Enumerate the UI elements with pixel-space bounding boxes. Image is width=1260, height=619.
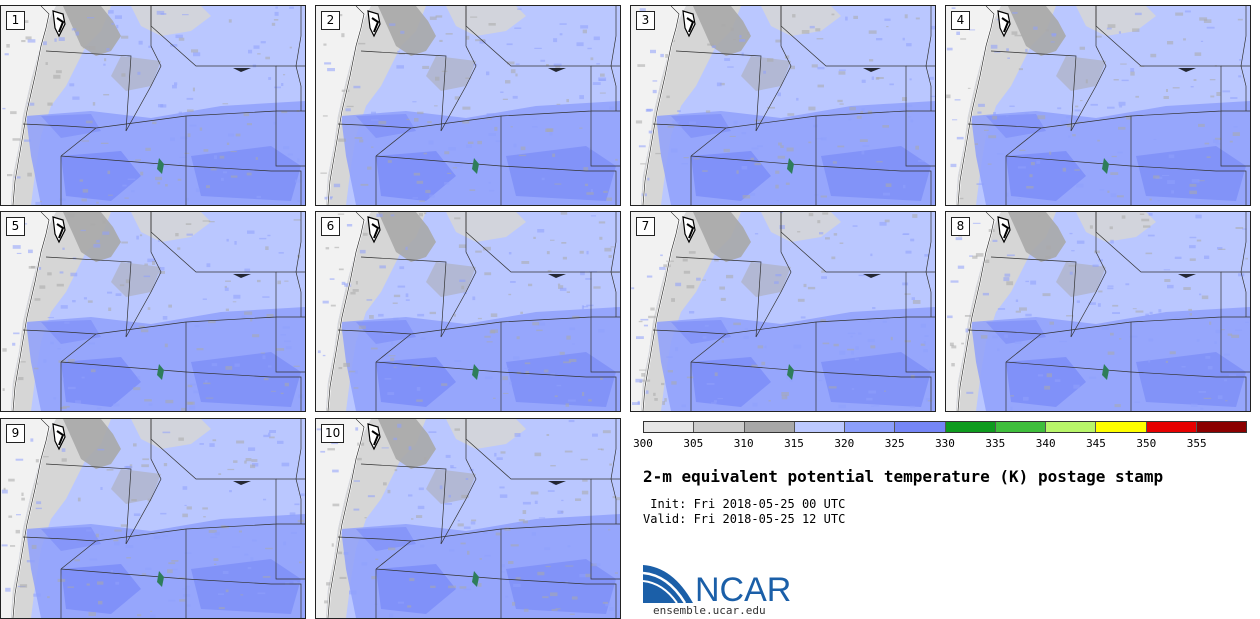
map-graphic (316, 419, 620, 618)
colorbar-segment-310 (744, 422, 795, 432)
logo-url: ensemble.ucar.edu (653, 604, 766, 617)
member-number: 6 (321, 217, 340, 236)
map-panel-9: 9 (0, 418, 306, 619)
map-panel-2: 2 (315, 5, 621, 206)
colorbar-tick: 340 (1035, 437, 1056, 450)
colorbar-segment-320 (845, 422, 896, 432)
colorbar-tick: 355 (1186, 437, 1207, 450)
map-panel-1: 1 (0, 5, 306, 206)
map-graphic (316, 6, 620, 205)
colorbar-tick: 320 (834, 437, 855, 450)
map-panel-5: 5 (0, 211, 306, 412)
colorbar-tick: 330 (935, 437, 955, 450)
map-panel-4: 4 (945, 5, 1251, 206)
colorbar-segment-305 (694, 422, 745, 432)
map-panel-8: 8 (945, 211, 1251, 412)
colorbar-tick: 310 (733, 437, 754, 450)
colorbar-tick: 315 (784, 437, 804, 450)
colorbar-segment-350 (1146, 422, 1197, 432)
member-number: 9 (6, 424, 25, 443)
member-number: 8 (951, 217, 970, 236)
colorbar-tick: 325 (884, 437, 905, 450)
colorbar-tick: 300 (633, 437, 653, 450)
map-graphic (1, 6, 305, 205)
colorbar-segment-315 (794, 422, 845, 432)
member-number: 1 (6, 11, 25, 30)
colorbar-tick: 345 (1086, 437, 1106, 450)
ncar-logo: NCAR (643, 565, 791, 605)
map-graphic (316, 212, 620, 411)
member-number: 7 (636, 217, 655, 236)
map-panel-10: 10 (315, 418, 621, 619)
colorbar-segment-355 (1196, 422, 1246, 432)
member-number: 10 (321, 424, 345, 443)
map-panel-6: 6 (315, 211, 621, 412)
colorbar-segment-340 (1046, 422, 1097, 432)
colorbar-segment-345 (1096, 422, 1147, 432)
map-graphic (946, 6, 1250, 205)
colorbar-segment-335 (995, 422, 1046, 432)
map-panel-3: 3 (630, 5, 936, 206)
colorbar-tick: 305 (683, 437, 704, 450)
member-number: 2 (321, 11, 340, 30)
map-graphic (946, 212, 1250, 411)
init-time: Init: Fri 2018-05-25 00 UTC (643, 497, 846, 511)
colorbar-tick: 335 (985, 437, 1006, 450)
figure-title: 2-m equivalent potential temperature (K)… (643, 467, 1164, 486)
logo-text: NCAR (695, 571, 791, 605)
member-number: 4 (951, 11, 970, 30)
colorbar (643, 421, 1247, 433)
map-graphic (631, 212, 935, 411)
member-number: 5 (6, 217, 25, 236)
colorbar-tick-labels: 300 305 310 315 320 325 330 335 340 345 350 355 (633, 437, 1247, 453)
colorbar-segment-325 (895, 422, 946, 432)
colorbar-segment-300 (644, 422, 695, 432)
map-graphic (631, 6, 935, 205)
colorbar-segment-330 (945, 422, 996, 432)
map-graphic (1, 212, 305, 411)
member-number: 3 (636, 11, 655, 30)
colorbar-tick: 350 (1136, 437, 1157, 450)
map-graphic (1, 419, 305, 618)
map-panel-7: 7 (630, 211, 936, 412)
valid-time: Valid: Fri 2018-05-25 12 UTC (643, 512, 846, 526)
